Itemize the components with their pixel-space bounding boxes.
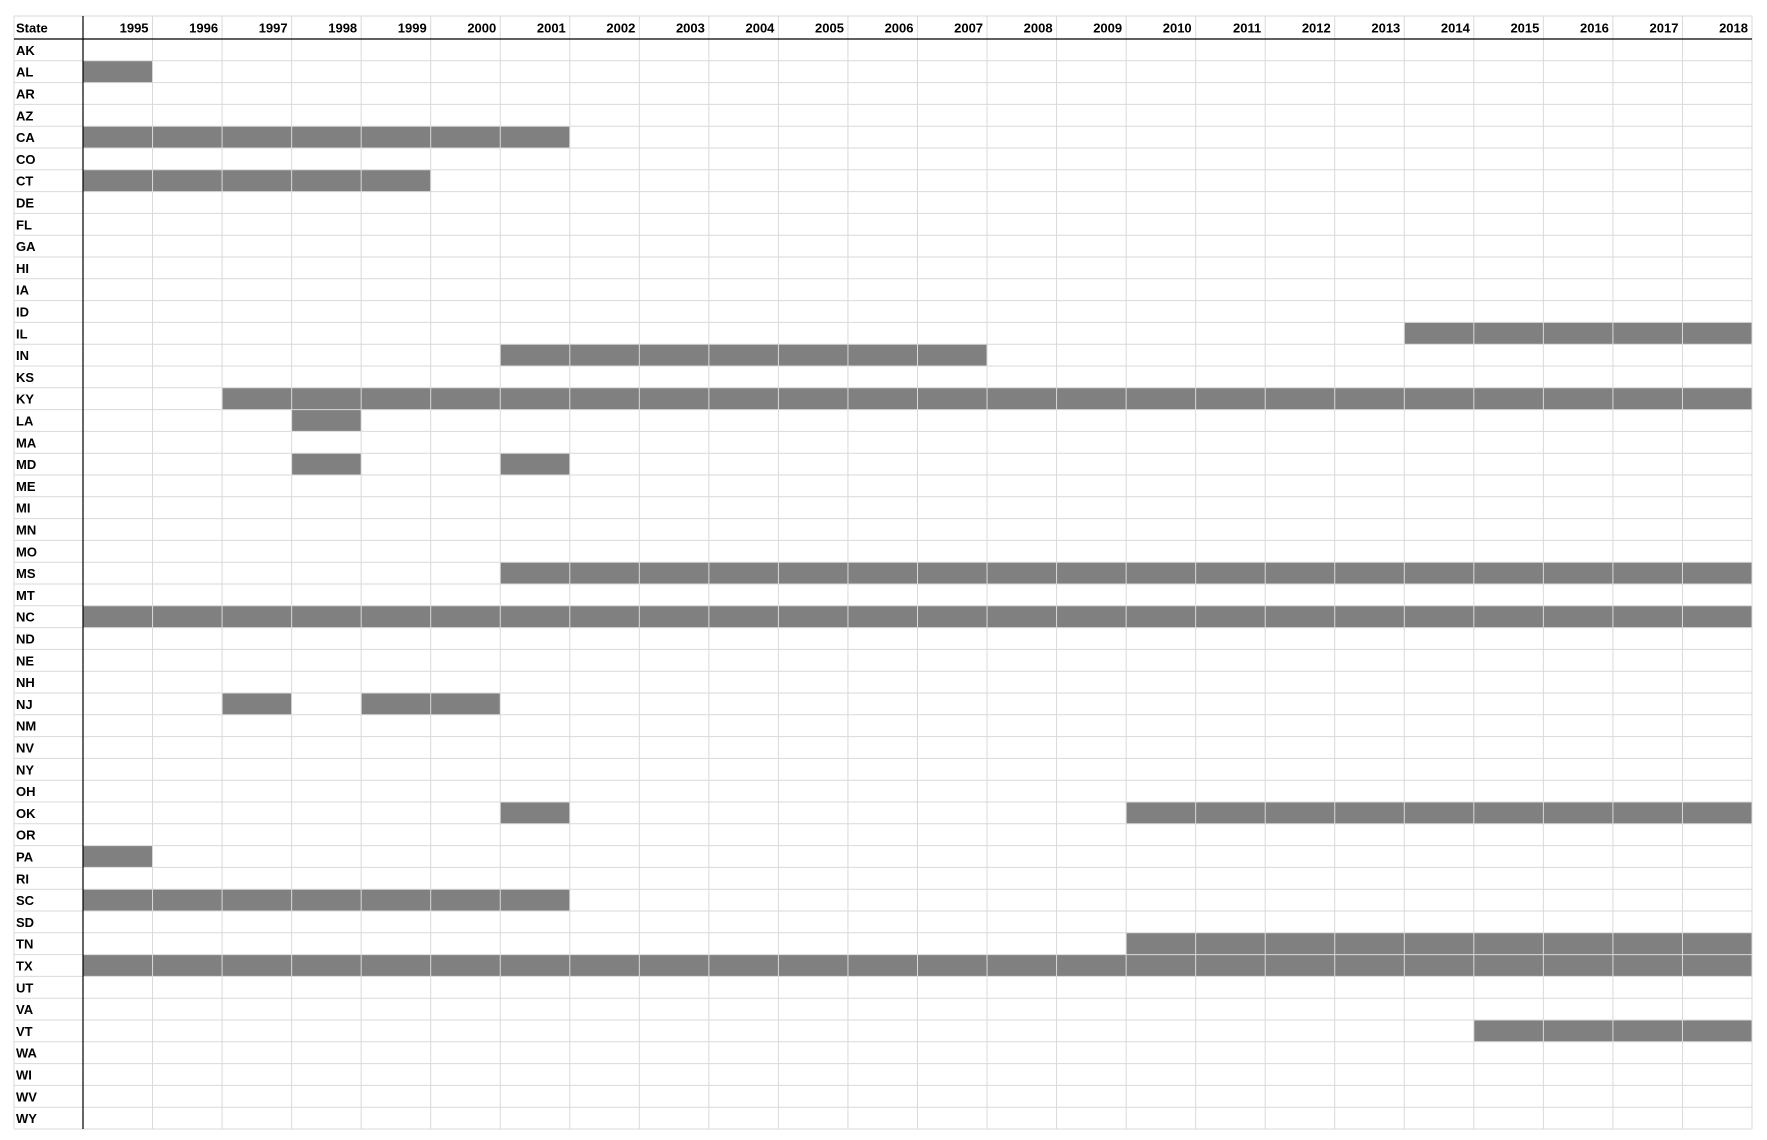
shaded-bar-nj-1997-1997: [222, 693, 292, 715]
year-label: 2005: [815, 21, 844, 36]
year-label: 2010: [1163, 21, 1192, 36]
year-label: 2014: [1441, 21, 1471, 36]
year-label: 2007: [954, 21, 983, 36]
state-label: SD: [16, 915, 34, 930]
state-label: IA: [16, 283, 30, 298]
year-label: 2009: [1093, 21, 1122, 36]
state-label: MS: [16, 566, 36, 581]
year-label: 2002: [606, 21, 635, 36]
state-label: AK: [16, 43, 35, 58]
year-label: 2001: [537, 21, 566, 36]
state-label: KS: [16, 370, 34, 385]
state-label: NJ: [16, 697, 33, 712]
year-label: 1995: [120, 21, 149, 36]
state-label: UT: [16, 980, 33, 995]
state-label: MO: [16, 544, 37, 559]
shaded-bar-ca-1995-2001: [83, 126, 570, 148]
state-label: LA: [16, 414, 34, 429]
year-label: 2017: [1650, 21, 1679, 36]
state-label: ID: [16, 305, 29, 320]
year-label: 2004: [745, 21, 775, 36]
state-label: RI: [16, 871, 29, 886]
year-label: 2015: [1510, 21, 1539, 36]
state-label: NV: [16, 741, 34, 756]
state-label: SC: [16, 893, 35, 908]
year-label: 1996: [189, 21, 218, 36]
shaded-bar-la-1998-1998: [291, 409, 362, 432]
state-label: NM: [16, 719, 36, 734]
year-label: 2018: [1719, 21, 1748, 36]
state-label: MA: [16, 435, 37, 450]
year-label: 1999: [398, 21, 427, 36]
header-label-state: State: [16, 21, 48, 36]
year-label: 2011: [1233, 21, 1261, 36]
state-label: WV: [16, 1089, 37, 1104]
year-label: 2000: [467, 21, 496, 36]
state-label: ME: [16, 479, 36, 494]
shaded-bar-in-2001-2007: [500, 344, 988, 366]
shaded-bar-al-1995-1995: [83, 60, 153, 83]
state-label: NE: [16, 653, 34, 668]
state-label: ND: [16, 632, 35, 647]
state-label: CT: [16, 174, 33, 189]
year-label: 2006: [885, 21, 914, 36]
state-label: WA: [16, 1046, 38, 1061]
state-label: CA: [16, 130, 35, 145]
state-label: FL: [16, 217, 32, 232]
state-label: IL: [16, 326, 28, 341]
state-label: WI: [16, 1068, 32, 1083]
state-label: TX: [16, 959, 33, 974]
shaded-bar-il-2014-2018: [1404, 322, 1752, 345]
year-label: 2012: [1302, 21, 1331, 36]
state-label: OK: [16, 806, 36, 821]
state-label: VA: [16, 1002, 34, 1017]
state-label: MD: [16, 457, 36, 472]
state-label: AZ: [16, 108, 33, 123]
shaded-bar-md-1998-1998: [291, 453, 362, 475]
year-label: 2016: [1580, 21, 1609, 36]
shaded-bar-pa-1995-1995: [83, 845, 153, 868]
state-label: AL: [16, 65, 33, 80]
shaded-bar-ok-2010-2018: [1126, 802, 1753, 824]
year-label: 2008: [1024, 21, 1053, 36]
state-label: OH: [16, 784, 36, 799]
state-label: CO: [16, 152, 36, 167]
state-label: MN: [16, 523, 36, 538]
year-label: 1998: [328, 21, 357, 36]
state-label: AR: [16, 87, 35, 102]
year-label: 2013: [1371, 21, 1400, 36]
state-label: WY: [16, 1111, 37, 1126]
state-label: TN: [16, 937, 33, 952]
state-label: KY: [16, 392, 34, 407]
state-label: HI: [16, 261, 29, 276]
state-label: OR: [16, 828, 36, 843]
state-label: IN: [16, 348, 29, 363]
shaded-bar-sc-1995-2001: [83, 889, 570, 911]
shaded-bar-ok-2001-2001: [500, 802, 570, 824]
shaded-bar-md-2001-2001: [500, 453, 570, 475]
year-label: 1997: [259, 21, 288, 36]
state-label: NY: [16, 762, 34, 777]
state-label: NC: [16, 610, 35, 625]
state-label: VT: [16, 1024, 33, 1039]
state-label: GA: [16, 239, 36, 254]
state-label: NH: [16, 675, 35, 690]
state-label: MI: [16, 501, 30, 516]
year-label: 2003: [676, 21, 705, 36]
state-label: PA: [16, 850, 34, 865]
state-label: DE: [16, 196, 34, 211]
state-label: MT: [16, 588, 35, 603]
shaded-bar-ct-1995-1999: [83, 169, 431, 192]
shaded-bar-tn-2010-2018: [1126, 932, 1753, 955]
